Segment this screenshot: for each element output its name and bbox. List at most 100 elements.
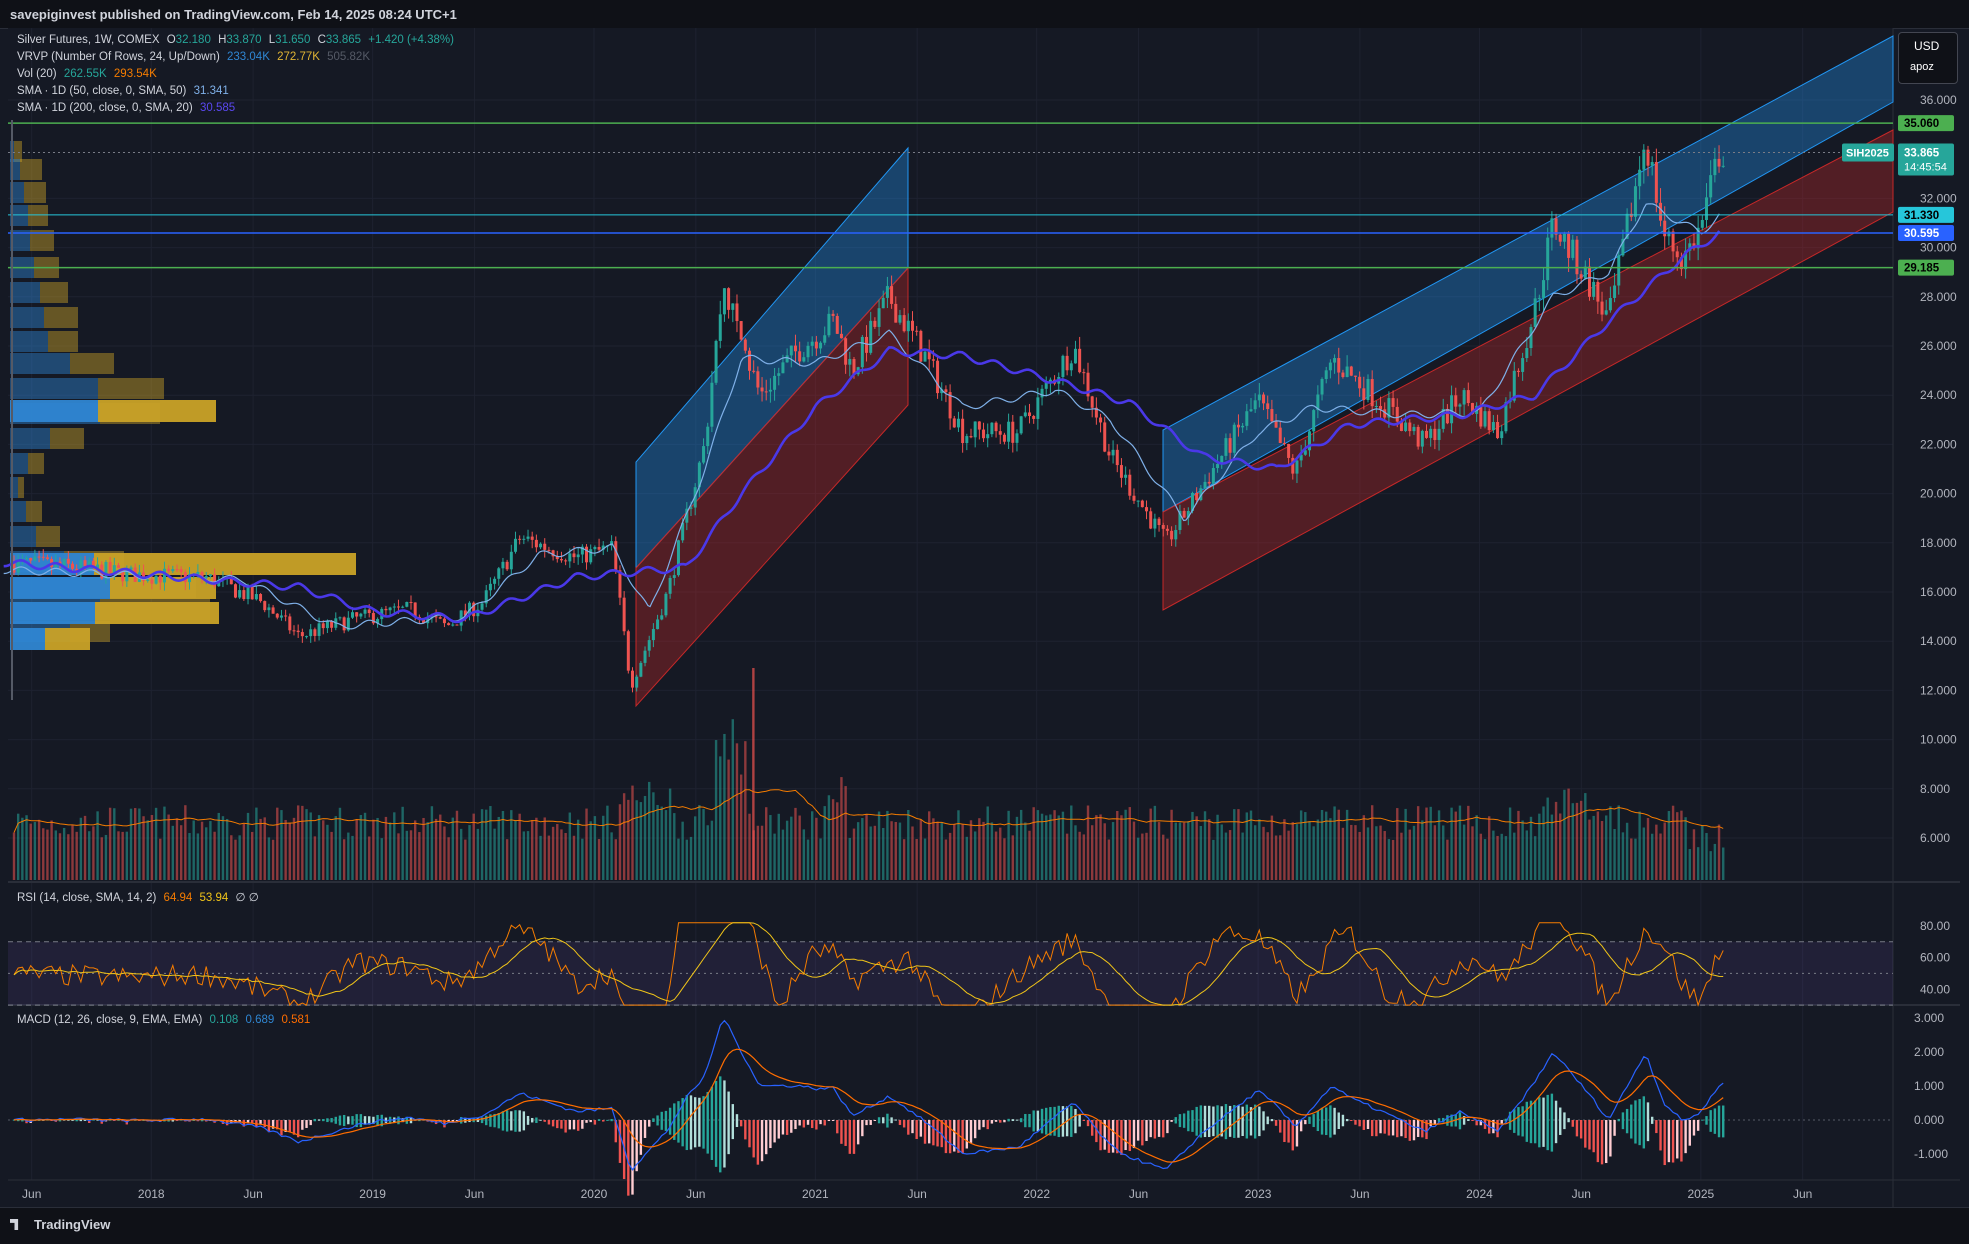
candle-body (877, 308, 881, 327)
macd-hist-bar (1224, 1104, 1228, 1140)
candle-body (451, 624, 455, 626)
volume-bar (1379, 825, 1382, 880)
close-value: 33.865 (325, 34, 362, 46)
macd-hist-bar (1249, 1107, 1253, 1136)
candle-body (309, 629, 313, 637)
volume-bar (961, 824, 964, 880)
vrvp-down-bar (50, 428, 84, 449)
candle-body (1671, 231, 1675, 252)
candle-body (1562, 233, 1566, 242)
rsi-ma-line (13, 922, 1724, 1006)
candle-body (1195, 492, 1199, 501)
candle-body (1337, 358, 1341, 373)
price-tick-label: 18.000 (1920, 536, 1957, 550)
volume-bar (848, 837, 852, 880)
macd-hist-bar (338, 1115, 342, 1126)
price-tick-label: 12.000 (1920, 683, 1957, 697)
volume-bar (1015, 816, 1019, 880)
macd-hist-bar (330, 1118, 333, 1123)
legend-sma200: SMA · 1D (200, close, 0, SMA, 20) 30.585 (17, 102, 235, 114)
volume-bar (1320, 809, 1324, 880)
candle-body (635, 676, 639, 688)
volume-bar (12, 832, 16, 880)
candle-body (1721, 165, 1725, 167)
candle-body (852, 359, 856, 375)
candle-body (355, 612, 359, 617)
volume-bar (125, 831, 129, 880)
open-value: 32.180 (175, 34, 211, 46)
macd-hist-bar (1542, 1097, 1545, 1147)
volume-bar (301, 805, 304, 880)
macd-hist-bar (1655, 1120, 1658, 1134)
currency-unit-button[interactable]: USD apoz (1898, 32, 1958, 84)
candle-body (793, 345, 797, 352)
volume-bar (1538, 813, 1541, 880)
candle-body (1107, 451, 1111, 456)
time-tick-label: Jun (22, 1187, 41, 1201)
macd-hist-bar (911, 1120, 914, 1134)
volume-bar (1366, 827, 1370, 880)
candle-body (873, 320, 877, 327)
volume-bar (923, 838, 927, 880)
candle-body (1157, 518, 1161, 526)
candle-body (1199, 488, 1203, 501)
volume-bar (948, 832, 952, 880)
macd-hist-bar (677, 1101, 680, 1143)
macd-hist-bar (1529, 1100, 1533, 1144)
candle-body (1245, 411, 1249, 426)
candle-body (1633, 186, 1637, 217)
macd-hist-bar (1166, 1120, 1169, 1134)
candle-body (639, 662, 643, 677)
macd-hist-bar (1162, 1120, 1165, 1138)
candle-body (881, 297, 885, 309)
rsi-tick-label: 80.00 (1920, 919, 1950, 933)
volume-bar (898, 822, 902, 880)
volume-bar (159, 838, 162, 880)
volume-bar (1467, 805, 1470, 880)
tradingview-logo[interactable]: TradingView (10, 1217, 110, 1232)
candle-body (1287, 443, 1291, 458)
price-candles (12, 144, 1725, 693)
volume-bar (255, 807, 258, 880)
close-label: C (317, 34, 326, 46)
candle-body (242, 590, 246, 600)
candle-body (296, 630, 300, 633)
vrvp-down-bar (18, 477, 24, 498)
volume-bar (1007, 810, 1010, 880)
macd-hist-bar (852, 1120, 856, 1154)
candle-body (87, 560, 91, 566)
candle-body (1241, 425, 1245, 428)
volume-bar (1542, 806, 1545, 880)
sma200-tag-bg (1898, 224, 1954, 241)
volume-bar (167, 814, 170, 880)
vrvp-up-bar-hi (10, 577, 110, 599)
candle-body (1182, 510, 1186, 518)
macd-hist-bar (317, 1119, 321, 1121)
candle-body (1291, 457, 1295, 474)
macd-hist-bar (706, 1092, 709, 1154)
candle-body (969, 436, 973, 438)
volume-bar (1450, 807, 1453, 880)
price-tick-label: 32.000 (1920, 191, 1957, 205)
vrvp-down-bar (14, 141, 22, 162)
channel-1-lower (635, 266, 909, 708)
time-tick-label: 2019 (359, 1187, 386, 1201)
candle-body (263, 601, 267, 611)
volume-bar (234, 839, 237, 880)
candle-body (1537, 297, 1541, 299)
macd-hist-bar (1124, 1120, 1127, 1151)
macd-hist-bar (618, 1120, 622, 1163)
candle-body (1073, 348, 1077, 364)
candle-body (781, 362, 785, 374)
volume-bar (221, 816, 225, 880)
vrvp-up-bar-hi (10, 602, 95, 624)
candle-body (1404, 422, 1408, 432)
volume-bar (831, 799, 835, 880)
volume-bar (798, 815, 801, 880)
volume-bar (75, 831, 78, 880)
macd-hist-bar (1362, 1120, 1366, 1130)
vrvp-down-bar (24, 182, 46, 203)
macd-hist-bar (251, 1120, 254, 1124)
macd-hist-bar (739, 1120, 743, 1127)
